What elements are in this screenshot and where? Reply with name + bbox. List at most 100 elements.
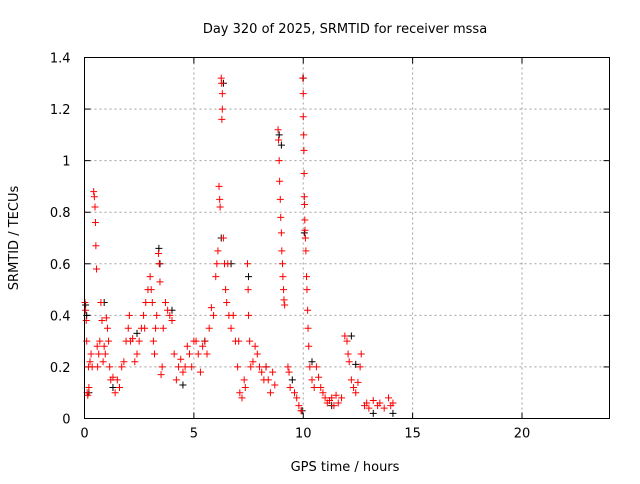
data-point-red [168, 317, 176, 325]
data-point-red [300, 193, 308, 201]
data-point-red [105, 337, 113, 345]
data-point-red [338, 394, 346, 402]
data-point-red [369, 396, 377, 404]
data-point-red [302, 247, 310, 255]
data-point-red [199, 342, 207, 350]
data-point-red [293, 394, 301, 402]
data-point-red [332, 391, 340, 399]
data-point-red [216, 195, 224, 203]
data-point-red [207, 304, 215, 312]
data-point-red [304, 324, 312, 332]
data-point-red [146, 273, 154, 281]
data-point-red [341, 332, 349, 340]
data-point-red [238, 394, 246, 402]
data-point-red [299, 74, 307, 82]
data-point-red [256, 363, 263, 371]
series-black [82, 74, 397, 417]
axis-ticks: 0 5 10 15 20 0 0.2 0.4 0.6 0.8 1 1.2 1.4 [50, 52, 610, 442]
data-point-red [303, 286, 311, 294]
x-tick-label: 10 [295, 427, 312, 442]
data-point-red [125, 311, 133, 319]
data-point-black [277, 141, 285, 149]
data-point-red [118, 363, 126, 371]
data-point-red [152, 324, 160, 332]
data-point-red [280, 286, 288, 294]
data-point-red [334, 399, 342, 407]
data-point-red [148, 298, 156, 306]
data-point-red [300, 170, 308, 178]
data-point-red [253, 350, 261, 358]
data-point-red [218, 90, 226, 98]
data-point-red [223, 298, 231, 306]
data-point-red [305, 342, 313, 350]
data-point-red [157, 371, 165, 379]
data-point-red [244, 286, 252, 294]
data-point-red [90, 193, 98, 201]
data-point-red [154, 249, 162, 257]
data-point-red [350, 384, 358, 392]
data-point-red [295, 402, 303, 410]
y-tick-label: 0.4 [50, 309, 71, 324]
data-point-red [113, 376, 121, 384]
data-point-red [321, 394, 329, 402]
data-point-red [175, 363, 183, 371]
data-point-red [300, 146, 308, 154]
data-point-red [246, 337, 254, 345]
data-point-red [93, 342, 101, 350]
data-point-red [93, 265, 101, 273]
data-point-red [99, 358, 107, 366]
data-point-red [214, 247, 222, 255]
data-point-red [306, 363, 314, 371]
data-point-red [345, 358, 353, 366]
data-point-black [109, 384, 117, 392]
data-point-red [147, 286, 155, 294]
data-point-red [274, 126, 282, 134]
data-point-red [286, 384, 294, 392]
data-point-red [215, 182, 223, 190]
data-point-red [82, 317, 90, 325]
y-tick-label: 0.6 [50, 258, 71, 273]
data-point-red [271, 381, 279, 389]
data-point-red [354, 378, 362, 386]
data-point-red [277, 229, 285, 237]
data-point-red [100, 342, 108, 350]
data-point-red [166, 311, 174, 319]
data-point-red [277, 213, 285, 221]
data-point-red [224, 260, 232, 268]
data-point-red [266, 389, 274, 397]
data-point-red [97, 298, 105, 306]
data-point-red [159, 324, 167, 332]
data-point-red [94, 363, 102, 371]
data-point-red [216, 203, 224, 211]
data-point-red [183, 342, 191, 350]
data-point-red [102, 314, 110, 322]
data-point-red [87, 350, 95, 358]
x-axis-label: GPS time / hours [291, 460, 400, 475]
x-tick-label: 5 [190, 427, 198, 442]
data-point-red [172, 376, 180, 384]
data-point-red [278, 247, 286, 255]
data-point-red [357, 350, 365, 358]
data-point-red [156, 278, 164, 286]
data-point-red [194, 350, 202, 358]
data-point-red [315, 373, 323, 381]
data-point-red [153, 311, 161, 319]
data-point-red [120, 358, 128, 366]
data-point-red [284, 363, 292, 371]
data-point-red [95, 350, 103, 358]
data-point-red [319, 389, 327, 397]
data-point-black [245, 273, 253, 281]
data-point-red [181, 363, 189, 371]
data-point-red [85, 384, 93, 392]
data-point-red [343, 337, 351, 345]
data-point-red [164, 306, 172, 314]
data-point-red [240, 376, 248, 384]
data-points [81, 74, 397, 417]
data-point-black [288, 376, 296, 384]
data-point-red [275, 136, 283, 144]
data-point-black [352, 360, 360, 368]
data-point-red [210, 311, 218, 319]
data-point-red [280, 296, 288, 304]
data-point-red [84, 391, 92, 399]
y-axis-label: SRMTID / TECUs [7, 186, 22, 291]
